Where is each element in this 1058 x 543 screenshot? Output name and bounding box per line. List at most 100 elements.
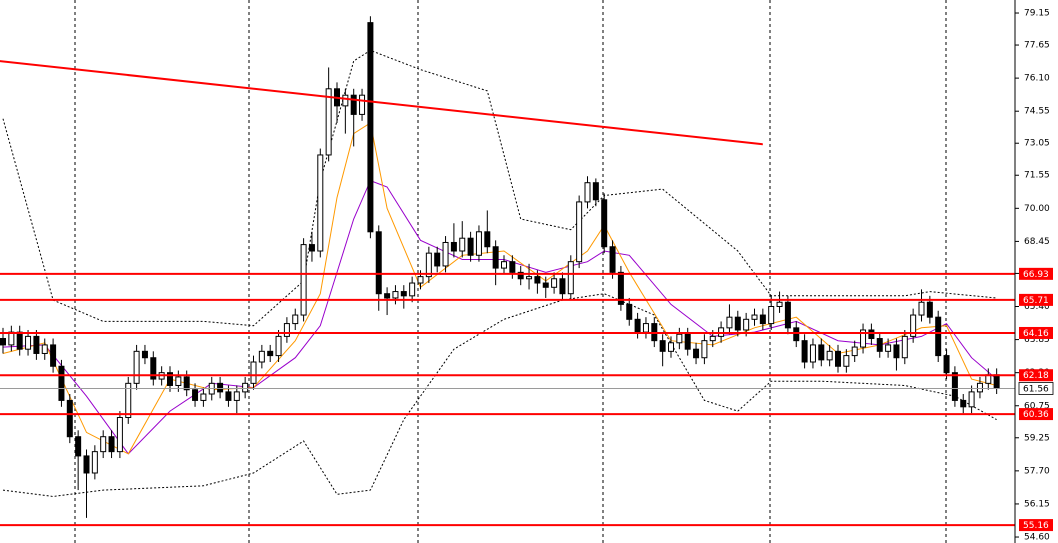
candle-body [167, 372, 173, 386]
candle-body [559, 278, 566, 295]
candle-body [709, 335, 716, 342]
candle-body [584, 182, 591, 203]
candle-body [183, 376, 190, 391]
candle-body [935, 316, 942, 357]
candle-body [66, 399, 73, 438]
candle-body [258, 350, 265, 363]
y-tick-label: 70.00 [1024, 204, 1050, 214]
candle-body [684, 333, 691, 350]
candle-body [567, 261, 574, 295]
candle-body [308, 244, 315, 252]
candle-body [459, 237, 466, 252]
candle-body [217, 382, 224, 393]
level-label: 62.18 [1023, 371, 1049, 381]
candle-body [375, 231, 382, 295]
candle-body [292, 314, 299, 325]
candle-body [826, 350, 833, 361]
y-tick-label: 60.75 [1024, 401, 1050, 411]
y-tick-label: 74.55 [1024, 107, 1050, 117]
level-label-box [1019, 267, 1053, 280]
candle-body [759, 314, 766, 325]
y-tick-label: 56.15 [1024, 499, 1050, 509]
y-tick-label: 76.10 [1024, 74, 1050, 84]
candle-body [283, 323, 290, 337]
candle-body [776, 301, 783, 308]
level-label: 66.93 [1023, 270, 1049, 280]
candle-body [534, 276, 541, 284]
candle-body [50, 344, 57, 367]
candle-body [467, 237, 474, 256]
candle-body [751, 314, 758, 320]
candle-body [384, 293, 391, 299]
candle-body [693, 348, 700, 359]
candle-body [16, 331, 23, 350]
y-tick-label: 65.40 [1024, 302, 1050, 312]
candle-body [150, 357, 157, 380]
candle-body [25, 335, 32, 350]
candle-body [342, 94, 349, 107]
candle-body [542, 282, 549, 288]
last-price-box [1018, 382, 1054, 395]
trend-line [0, 60, 763, 146]
candle-body [125, 382, 132, 418]
candle-body [976, 382, 983, 393]
candle-body [350, 94, 357, 115]
y-tick-label: 68.45 [1024, 237, 1050, 247]
moving-average [2, 122, 997, 455]
level-label: 65.71 [1023, 296, 1049, 306]
candle-body [843, 355, 850, 367]
candle-body [701, 340, 708, 359]
candle-body [668, 342, 674, 352]
candle-body [75, 436, 82, 457]
candle-body [417, 276, 424, 284]
candle-body [734, 316, 741, 331]
level-label: 60.36 [1023, 410, 1049, 420]
candle-body [885, 344, 892, 352]
candle-body [475, 231, 482, 256]
candle-body [33, 335, 40, 354]
candle-body [425, 252, 432, 278]
candle-body [133, 350, 140, 384]
candle-body [617, 271, 624, 305]
candle-body [818, 344, 825, 361]
candle-body [793, 327, 800, 342]
candle-body [551, 278, 558, 288]
candle-body [175, 376, 182, 386]
candle-body [484, 231, 491, 248]
y-tick-label: 57.70 [1024, 466, 1050, 476]
candle-body [609, 246, 616, 273]
candle-body [267, 350, 274, 357]
level-label: 55.16 [1023, 521, 1049, 531]
candle-body [910, 314, 917, 337]
candle-body [726, 316, 733, 329]
candle-body [835, 350, 841, 367]
candle-body [592, 182, 599, 201]
candle-body [200, 393, 207, 401]
level-label-box [1019, 326, 1053, 339]
y-tick-label: 54.60 [1024, 533, 1050, 543]
candle-body [993, 374, 1000, 389]
candle-body [851, 346, 858, 357]
candle-body [91, 451, 98, 474]
candle-body [576, 201, 583, 263]
candle-body [492, 246, 499, 269]
candle-body [676, 333, 683, 344]
candle-body [659, 340, 666, 352]
candle-body [809, 344, 816, 363]
candle-body [876, 338, 883, 352]
candle-body [968, 391, 975, 408]
candle-body [275, 335, 282, 357]
candle-body [634, 318, 641, 333]
candle-body [943, 355, 950, 374]
candle-body [8, 331, 15, 346]
candle-body [926, 301, 933, 318]
candle-body [41, 344, 48, 354]
candle-body [743, 318, 750, 331]
level-label: 64.16 [1023, 329, 1049, 339]
candle-body [642, 323, 649, 333]
candle-body [325, 88, 332, 156]
last-price-label: 61.56 [1023, 384, 1049, 394]
candle-body [83, 455, 90, 474]
y-tick-label: 59.25 [1024, 433, 1050, 443]
